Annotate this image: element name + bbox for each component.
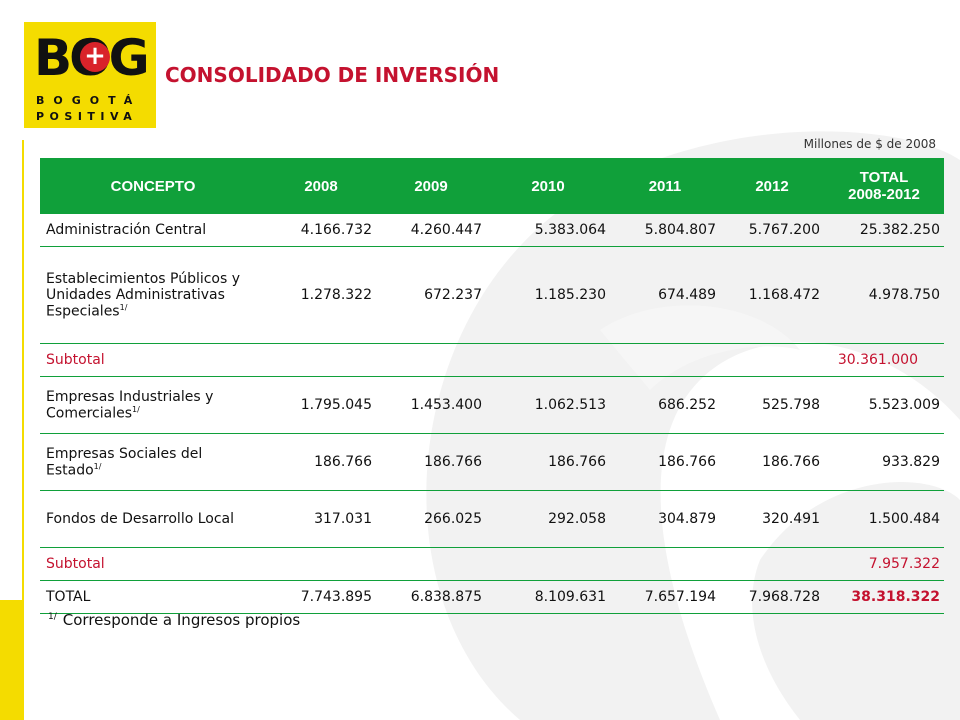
cell-2008: 7.743.895: [266, 580, 376, 614]
subtotal-value: 7.957.322: [824, 547, 944, 581]
page-title: CONSOLIDADO DE INVERSIÓN: [165, 63, 500, 87]
total-label: TOTAL: [40, 580, 266, 614]
cell-2009: 186.766: [376, 433, 486, 491]
bogota-positiva-logo: BOG + BOGOTÁ POSITIVA: [24, 22, 156, 128]
row-concept-text: Empresas Sociales del Estado: [46, 445, 203, 479]
subtotal-spacer: [266, 547, 824, 581]
cell-2008: 4.166.732: [266, 214, 376, 247]
table-header-row: CONCEPTO 2008 2009 2010 2011 2012 TOTAL …: [40, 158, 944, 214]
footnote-mark: 1/: [93, 461, 102, 471]
cell-2009: 672.237: [376, 246, 486, 344]
cell-2012: 1.168.472: [720, 246, 824, 344]
cell-2010: 8.109.631: [486, 580, 610, 614]
cell-2008: 317.031: [266, 490, 376, 548]
cell-2010: 186.766: [486, 433, 610, 491]
header-total: TOTAL 2008-2012: [824, 158, 944, 214]
row-concept-text: Establecimientos Públicos y Unidades Adm…: [46, 270, 241, 320]
cell-2008: 186.766: [266, 433, 376, 491]
logo-line-2: POSITIVA: [36, 110, 138, 123]
logo-plus-icon: +: [80, 42, 110, 72]
cell-2011: 686.252: [610, 376, 720, 434]
cell-2012: 7.968.728: [720, 580, 824, 614]
cell-2010: 292.058: [486, 490, 610, 548]
subtotal-label: Subtotal: [40, 343, 266, 377]
subtotal-value: 30.361.000: [824, 343, 944, 377]
table-row: Fondos de Desarrollo Local 317.031 266.0…: [40, 490, 944, 548]
header-2008: 2008: [266, 158, 376, 214]
cell-2009: 1.453.400: [376, 376, 486, 434]
row-concept-text: Empresas Industriales y Comerciales: [46, 388, 214, 422]
header-2011: 2011: [610, 158, 720, 214]
cell-2008: 1.795.045: [266, 376, 376, 434]
cell-total: 38.318.322: [824, 580, 944, 614]
header-2009: 2009: [376, 158, 486, 214]
subtotal-row: Subtotal 30.361.000: [40, 343, 944, 377]
cell-2012: 525.798: [720, 376, 824, 434]
table-row: Establecimientos Públicos y Unidades Adm…: [40, 246, 944, 344]
header-2012: 2012: [720, 158, 824, 214]
cell-2011: 5.804.807: [610, 214, 720, 247]
cell-2010: 1.062.513: [486, 376, 610, 434]
cell-2011: 304.879: [610, 490, 720, 548]
total-row: TOTAL 7.743.895 6.838.875 8.109.631 7.65…: [40, 580, 944, 614]
units-label: Millones de $ de 2008: [803, 137, 936, 151]
cell-total: 25.382.250: [824, 214, 944, 247]
logo-line-1: BOGOTÁ: [36, 94, 142, 107]
left-accent-bar: [0, 600, 22, 720]
footnote-mark: 1/: [132, 404, 140, 414]
cell-2009: 6.838.875: [376, 580, 486, 614]
cell-2012: 320.491: [720, 490, 824, 548]
footnote-text: Corresponde a Ingresos propios: [62, 611, 301, 629]
cell-2012: 5.767.200: [720, 214, 824, 247]
header-total-line1: TOTAL: [859, 169, 909, 186]
cell-total: 1.500.484: [824, 490, 944, 548]
cell-2008: 1.278.322: [266, 246, 376, 344]
table-row: Empresas Sociales del Estado1/ 186.766 1…: [40, 433, 944, 491]
cell-total: 4.978.750: [824, 246, 944, 344]
cell-2010: 1.185.230: [486, 246, 610, 344]
row-concept: Administración Central: [40, 214, 266, 247]
header-2010: 2010: [486, 158, 610, 214]
cell-2009: 266.025: [376, 490, 486, 548]
cell-2010: 5.383.064: [486, 214, 610, 247]
subtotal-spacer: [266, 343, 824, 377]
table-row: Administración Central 4.166.732 4.260.4…: [40, 214, 944, 247]
cell-2011: 186.766: [610, 433, 720, 491]
header-concepto: CONCEPTO: [40, 158, 266, 214]
row-concept: Fondos de Desarrollo Local: [40, 490, 266, 548]
row-concept: Establecimientos Públicos y Unidades Adm…: [40, 246, 266, 344]
table-row: Empresas Industriales y Comerciales1/ 1.…: [40, 376, 944, 434]
cell-2009: 4.260.447: [376, 214, 486, 247]
cell-2011: 7.657.194: [610, 580, 720, 614]
row-concept: Empresas Industriales y Comerciales1/: [40, 376, 266, 434]
header-total-line2: 2008-2012: [848, 186, 920, 203]
cell-2012: 186.766: [720, 433, 824, 491]
cell-2011: 674.489: [610, 246, 720, 344]
footnote: 1/Corresponde a Ingresos propios: [48, 611, 300, 629]
left-accent-line: [22, 140, 24, 720]
subtotal-row: Subtotal 7.957.322: [40, 547, 944, 581]
subtotal-label: Subtotal: [40, 547, 266, 581]
cell-total: 5.523.009: [824, 376, 944, 434]
cell-total: 933.829: [824, 433, 944, 491]
footnote-mark: 1/: [48, 612, 57, 622]
investment-table: CONCEPTO 2008 2009 2010 2011 2012 TOTAL …: [40, 158, 944, 614]
row-concept: Empresas Sociales del Estado1/: [40, 433, 266, 491]
footnote-mark: 1/: [119, 302, 128, 312]
